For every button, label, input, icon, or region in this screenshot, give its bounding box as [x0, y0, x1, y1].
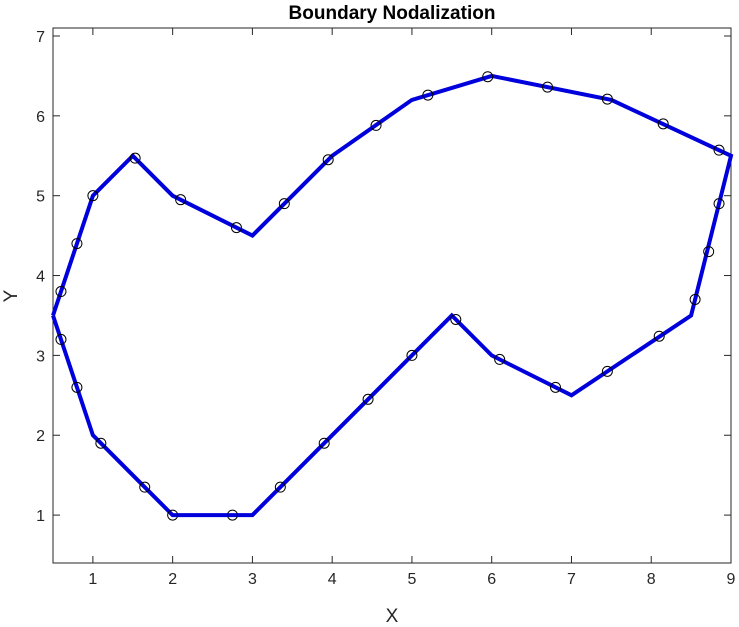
x-tick-label: 5 — [407, 571, 416, 588]
node-marker — [274, 481, 286, 493]
node-marker — [550, 381, 562, 393]
node-marker — [129, 152, 141, 164]
node-marker — [713, 198, 725, 210]
axis-ticks: 1 2 3 4 5 6 7 8 9 1 2 3 4 5 6 7 — [36, 28, 736, 588]
x-tick-label: 2 — [168, 571, 177, 588]
node-marker — [370, 119, 382, 131]
node-marker — [482, 71, 494, 83]
node-marker — [230, 222, 242, 234]
x-tick-label: 4 — [328, 571, 337, 588]
y-tick-label: 7 — [36, 29, 45, 46]
node-marker — [167, 509, 179, 521]
y-axis-label: Y — [1, 289, 22, 302]
node-marker — [494, 353, 506, 365]
node-marker — [703, 246, 715, 258]
node-marker — [713, 144, 725, 156]
y-tick-label: 2 — [36, 428, 45, 445]
node-marker — [362, 393, 374, 405]
x-tick-label: 7 — [567, 571, 576, 588]
plot-area — [51, 27, 734, 564]
node-marker — [95, 437, 107, 449]
node-marker — [657, 118, 669, 130]
node-marker — [87, 190, 99, 202]
x-tick-label: 3 — [248, 571, 257, 588]
node-marker — [322, 154, 334, 166]
y-tick-label: 3 — [36, 348, 45, 365]
node-marker — [71, 238, 83, 250]
node-marker — [226, 509, 238, 521]
y-tick-label: 1 — [36, 508, 45, 525]
node-marker — [689, 293, 701, 305]
node-marker — [542, 81, 554, 93]
x-tick-label: 8 — [647, 571, 656, 588]
x-tick-label: 6 — [487, 571, 496, 588]
node-marker — [139, 481, 151, 493]
boundary-line — [51, 73, 734, 518]
node-marker — [653, 330, 665, 342]
node-marker — [422, 89, 434, 101]
node-marker — [278, 198, 290, 210]
x-tick-label: 1 — [88, 571, 97, 588]
axes-box — [52, 27, 732, 564]
y-tick-label: 6 — [36, 109, 45, 126]
x-axis-label: X — [386, 606, 399, 627]
y-tick-label: 4 — [36, 269, 45, 286]
node-marker — [601, 93, 613, 105]
x-tick-label: 9 — [727, 571, 736, 588]
y-tick-label: 5 — [36, 189, 45, 206]
node-marker — [601, 365, 613, 377]
node-marker — [175, 194, 187, 206]
node-marker — [55, 286, 67, 298]
node-marker — [406, 349, 418, 361]
node-marker — [318, 437, 330, 449]
chart-title: Boundary Nodalization — [289, 3, 496, 24]
node-marker — [71, 381, 83, 393]
node-marker — [450, 313, 462, 325]
node-marker — [55, 333, 67, 345]
